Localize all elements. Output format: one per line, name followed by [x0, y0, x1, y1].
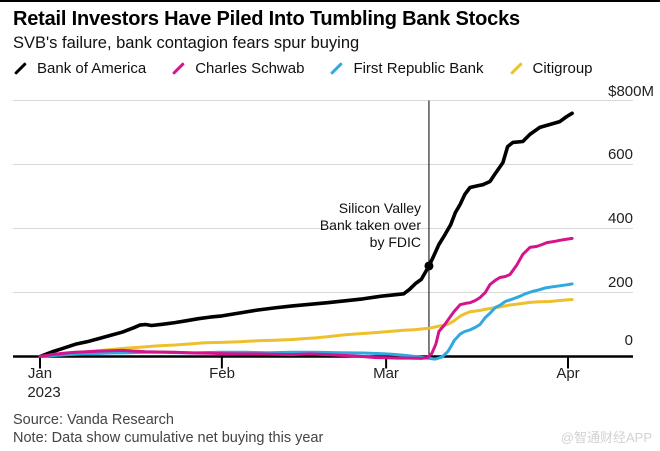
- legend-label: Charles Schwab: [195, 60, 305, 77]
- x-tick-jan: Jan: [27, 365, 53, 382]
- line-charles-schwab: [38, 236, 574, 360]
- x-tick-mar: Mar: [373, 365, 399, 382]
- legend-label: Bank of America: [37, 60, 147, 77]
- x-tick-year: 2023: [27, 384, 61, 401]
- y-tick-400: 400: [607, 210, 633, 227]
- legend-item-first-republic-bank: First Republic Bank: [329, 60, 484, 77]
- watermark: @智通财经APP: [560, 430, 652, 445]
- line-citigroup: [38, 298, 574, 358]
- chart-title: Retail Investors Have Piled Into Tumblin…: [13, 8, 520, 30]
- legend-label: Citigroup: [532, 60, 593, 77]
- event-annotation: Silicon Valley Bank taken over by FDIC: [319, 200, 421, 250]
- line-bank-of-america: [38, 111, 574, 359]
- chart-subtitle: SVB's failure, bank contagion fears spur…: [13, 34, 360, 52]
- y-tick-0: 0: [624, 332, 633, 349]
- legend-item-bank-of-america: Bank of America: [13, 60, 146, 77]
- legend: Bank of America Charles Schwab First Rep…: [13, 60, 593, 77]
- note-text: Note: Data show cumulative net buying th…: [13, 430, 324, 446]
- legend-label: First Republic Bank: [353, 60, 484, 77]
- x-tick-apr: Apr: [556, 365, 580, 382]
- top-rule: [0, 0, 660, 2]
- x-tick-feb: Feb: [209, 365, 235, 382]
- legend-item-citigroup: Citigroup: [509, 60, 593, 77]
- y-tick-600: 600: [607, 146, 633, 163]
- y-tick-200: 200: [607, 274, 633, 291]
- y-tick-800: $800M: [608, 83, 654, 100]
- source-text: Source: Vanda Research: [13, 412, 174, 428]
- event-marker-dot: [424, 261, 434, 271]
- legend-item-charles-schwab: Charles Schwab: [171, 60, 304, 77]
